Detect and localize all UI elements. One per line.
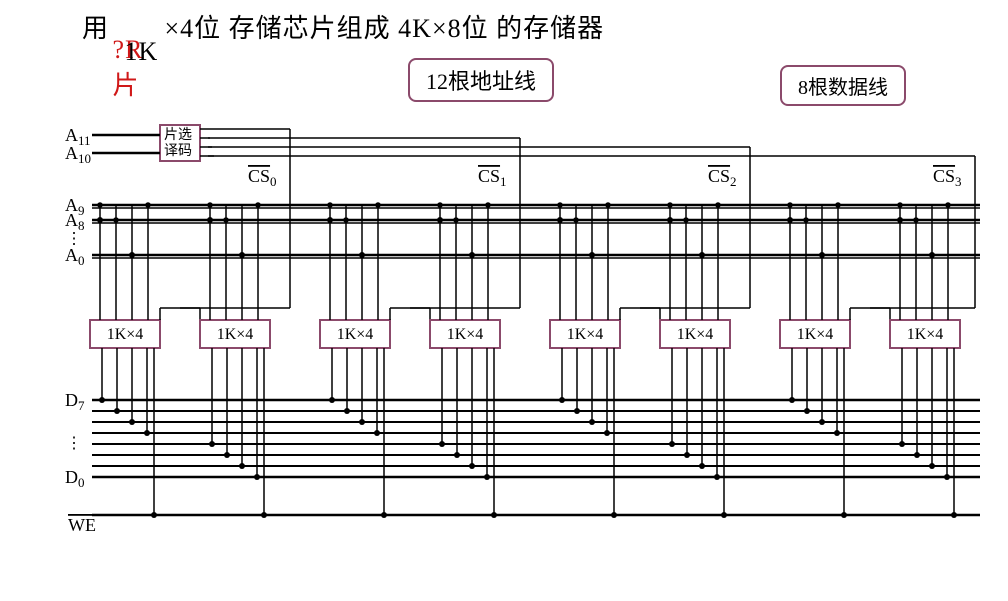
svg-text:CS3: CS3 [933,166,962,189]
svg-text:D7: D7 [65,390,85,413]
svg-text:译码: 译码 [164,143,192,159]
svg-text:WE: WE [68,515,96,535]
title-rest: ×4位 存储芯片组成 4K×8位 的存储器 [165,14,605,43]
svg-text:⋮: ⋮ [66,435,82,452]
callout-address-lines: 12根地址线 [408,58,554,102]
svg-text:1K×4: 1K×4 [677,326,714,343]
svg-text:1K×4: 1K×4 [447,326,484,343]
svg-text:1K×4: 1K×4 [797,326,834,343]
title-prefix: 用 [82,14,117,43]
svg-text:1K×4: 1K×4 [907,326,944,343]
svg-text:CS2: CS2 [708,166,737,189]
title-base: 1K [125,37,159,67]
page-title: 用 ?R片1K×4位 存储芯片组成 4K×8位 的存储器 [82,8,604,45]
svg-text:CS0: CS0 [248,166,277,189]
svg-text:1K×4: 1K×4 [217,326,254,343]
svg-text:1K×4: 1K×4 [337,326,374,343]
svg-text:D0: D0 [65,467,85,490]
svg-text:A0: A0 [65,245,85,268]
svg-text:片选: 片选 [164,127,192,143]
memory-diagram: 片选译码A11A10CS0CS1CS2CS3A9A8⋮A01K×41K×41K×… [30,120,990,580]
callout-data-text: 8根数据线 [798,77,888,99]
callout-address-text: 12根地址线 [426,69,536,94]
svg-text:1K×4: 1K×4 [567,326,604,343]
svg-text:1K×4: 1K×4 [107,326,144,343]
callout-data-lines: 8根数据线 [780,65,906,106]
svg-text:CS1: CS1 [478,166,507,189]
